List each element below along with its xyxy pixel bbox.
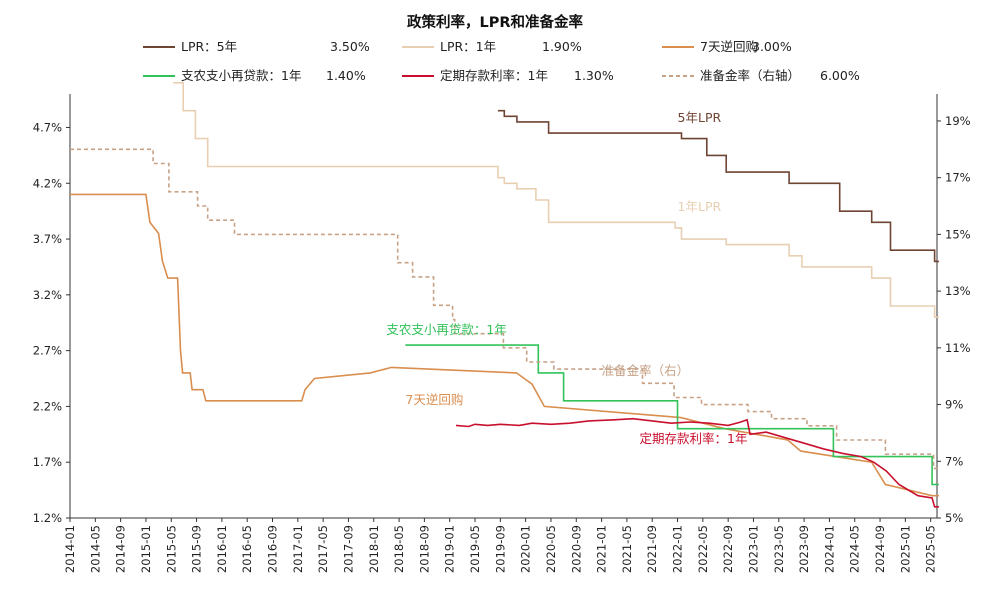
series-line — [497, 109, 939, 263]
series-line — [70, 148, 939, 470]
y-left-tick-label: 3.7% — [33, 232, 62, 246]
x-tick-label: 2020-05 — [544, 525, 558, 573]
legend-item: LPR：5年 3.50% — [143, 39, 370, 54]
legend-latest-value: 3.50% — [330, 39, 370, 54]
x-tick-label: 2019-05 — [468, 525, 482, 573]
legend-item: LPR：1年 1.90% — [402, 39, 582, 54]
x-tick-label: 2015-01 — [139, 525, 153, 573]
y-left-tick-label: 4.7% — [33, 120, 62, 134]
x-tick-label: 2017-01 — [291, 525, 305, 573]
legend-label: LPR：5年 — [181, 39, 237, 54]
x-tick-label: 2024-09 — [873, 525, 887, 573]
x-tick-label: 2019-09 — [493, 525, 507, 573]
x-tick-label: 2024-05 — [848, 525, 862, 573]
x-tick-label: 2016-09 — [266, 525, 280, 573]
legend-latest-value: 1.90% — [542, 39, 582, 54]
x-tick-label: 2023-01 — [746, 525, 760, 573]
annotation-label: 5年LPR — [678, 110, 722, 125]
y-right-tick-label: 15% — [945, 227, 971, 241]
legend-item: 准备金率（右轴） 6.00% — [662, 68, 860, 83]
x-tick-label: 2014-01 — [63, 525, 77, 573]
annotation-label: 准备金率（右） — [602, 363, 690, 378]
chart-title: 政策利率，LPR和准备金率 — [407, 13, 584, 31]
legend-label: 支农支小再贷款：1年 — [181, 68, 301, 83]
x-tick-label: 2018-09 — [417, 525, 431, 573]
y-right-tick-label: 5% — [945, 511, 963, 525]
x-tick-label: 2023-05 — [772, 525, 786, 573]
series-line — [70, 193, 939, 497]
y-right-tick-label: 17% — [945, 171, 971, 185]
x-tick-label: 2025-05 — [924, 525, 938, 573]
y-left-tick-label: 2.2% — [33, 399, 62, 413]
series-layer — [70, 82, 939, 508]
axes: 1.2% 1.7% 2.2% 2.7% 3.2% 3.7% 4.2% 4.7% 5% 7% 9% 11… — [33, 94, 971, 573]
series-line — [455, 417, 939, 508]
x-tick-label: 2014-05 — [88, 525, 102, 573]
y-right-tick-label: 9% — [945, 398, 963, 412]
x-tick-label: 2022-05 — [696, 525, 710, 573]
legend-latest-value: 1.40% — [326, 68, 366, 83]
x-tick-label: 2015-09 — [190, 525, 204, 573]
legend-latest-value: 3.00% — [752, 39, 792, 54]
y-left-tick-label: 1.2% — [33, 511, 62, 525]
x-tick-label: 2014-09 — [114, 525, 128, 573]
y-left-tick-label: 1.7% — [33, 455, 62, 469]
legend-label: LPR：1年 — [440, 39, 496, 54]
y-left-tick-label: 4.2% — [33, 176, 62, 190]
x-tick-label: 2022-01 — [671, 525, 685, 573]
x-tick-label: 2024-01 — [822, 525, 836, 573]
y-right-tick-label: 19% — [945, 114, 971, 128]
x-tick-label: 2018-05 — [392, 525, 406, 573]
series-line — [173, 82, 939, 318]
legend-label: 准备金率（右轴） — [700, 68, 800, 83]
x-tick-label: 2025-01 — [898, 525, 912, 573]
x-tick-label: 2017-09 — [341, 525, 355, 573]
y-left-tick-label: 2.7% — [33, 344, 62, 358]
legend-label: 定期存款利率：1年 — [440, 68, 548, 83]
legend-label: 7天逆回购 — [700, 39, 758, 54]
annotation-label: 支农支小再贷款：1年 — [386, 322, 506, 337]
x-tick-label: 2015-05 — [164, 525, 178, 573]
annotation-label: 1年LPR — [678, 199, 722, 214]
y-right-tick-label: 11% — [945, 341, 971, 355]
x-tick-label: 2022-09 — [721, 525, 735, 573]
legend-latest-value: 6.00% — [820, 68, 860, 83]
x-tick-label: 2017-05 — [316, 525, 330, 573]
x-tick-label: 2019-01 — [443, 525, 457, 573]
x-tick-label: 2021-01 — [595, 525, 609, 573]
legend-item: 定期存款利率：1年 1.30% — [402, 68, 614, 83]
legend-item: 支农支小再贷款：1年 1.40% — [143, 68, 366, 83]
series-line — [405, 344, 939, 486]
x-tick-label: 2021-09 — [645, 525, 659, 573]
x-tick-label: 2018-01 — [367, 525, 381, 573]
y-left-tick-label: 3.2% — [33, 288, 62, 302]
x-tick-label: 2021-05 — [620, 525, 634, 573]
x-tick-label: 2020-09 — [569, 525, 583, 573]
x-tick-label: 2016-05 — [240, 525, 254, 573]
x-tick-label: 2016-01 — [215, 525, 229, 573]
annotation-label: 定期存款利率：1年 — [640, 431, 748, 446]
annotation-label: 7天逆回购 — [405, 392, 463, 407]
x-tick-label: 2020-01 — [519, 525, 533, 573]
x-tick-label: 2023-09 — [797, 525, 811, 573]
y-right-tick-label: 13% — [945, 284, 971, 298]
legend-latest-value: 1.30% — [574, 68, 614, 83]
y-right-tick-label: 7% — [945, 454, 963, 468]
